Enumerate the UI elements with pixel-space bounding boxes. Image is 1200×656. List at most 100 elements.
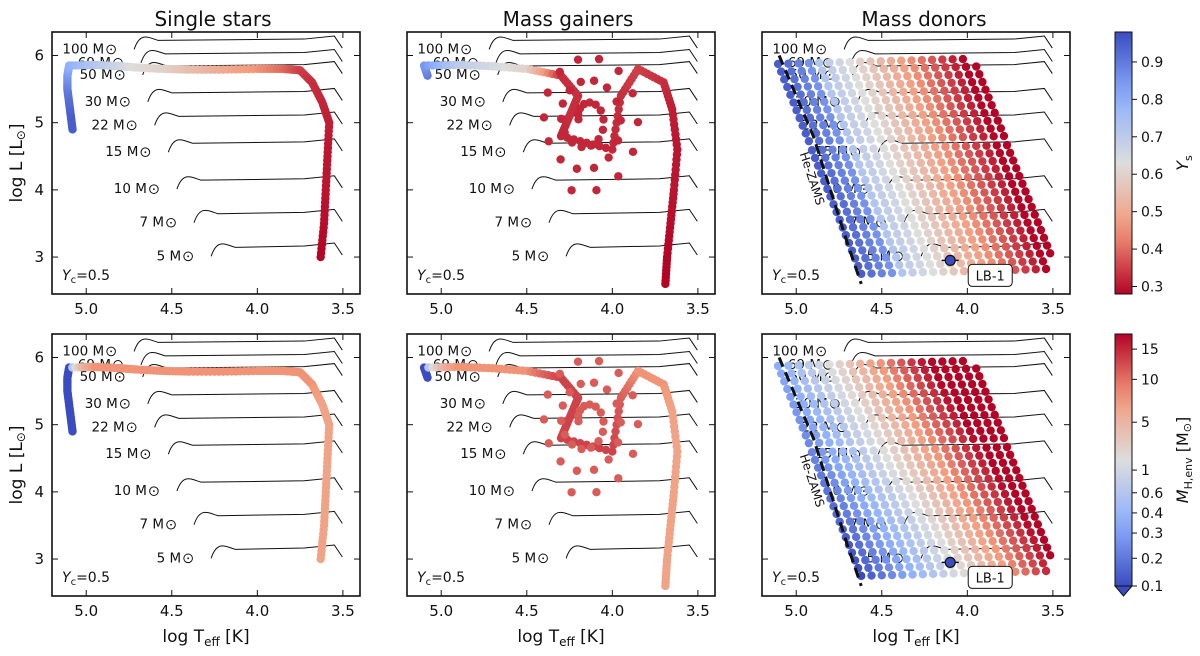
data-point bbox=[993, 116, 1002, 125]
data-point bbox=[873, 429, 882, 438]
data-point bbox=[972, 443, 981, 453]
data-point bbox=[969, 109, 979, 118]
evolutionary-track bbox=[176, 175, 343, 190]
data-point bbox=[856, 135, 865, 145]
data-point bbox=[985, 149, 994, 158]
data-point bbox=[958, 514, 968, 523]
data-point bbox=[556, 155, 565, 164]
sun-symbol-dot bbox=[478, 402, 481, 405]
data-point bbox=[799, 98, 808, 107]
track-mass-label: 50 M bbox=[435, 67, 468, 83]
data-point bbox=[867, 269, 876, 278]
data-point bbox=[937, 158, 946, 167]
data-point bbox=[966, 101, 976, 110]
data-point bbox=[807, 368, 817, 378]
data-point bbox=[913, 373, 922, 383]
colorbar-tick-label: 0.3 bbox=[1141, 280, 1163, 296]
data-point bbox=[953, 94, 962, 103]
evolutionary-track bbox=[502, 389, 698, 404]
data-point bbox=[1013, 520, 1022, 530]
data-point bbox=[972, 141, 981, 151]
data-point bbox=[916, 79, 925, 88]
column-title-mass-donors: Mass donors bbox=[861, 7, 986, 31]
data-point bbox=[850, 176, 860, 185]
track-mass-label: 100 M bbox=[62, 343, 104, 359]
data-point bbox=[919, 244, 929, 253]
data-point bbox=[784, 361, 793, 370]
data-point bbox=[839, 120, 848, 129]
data-point bbox=[897, 134, 906, 143]
y-tick-label: 5 bbox=[34, 416, 44, 434]
data-point bbox=[985, 227, 994, 236]
data-point bbox=[787, 67, 796, 76]
data-point bbox=[892, 151, 902, 161]
data-point bbox=[824, 463, 833, 472]
data-point bbox=[905, 103, 914, 112]
data-point bbox=[1035, 551, 1045, 560]
data-point bbox=[886, 214, 896, 223]
data-point bbox=[841, 73, 851, 82]
data-point bbox=[1015, 171, 1024, 181]
data-point bbox=[899, 245, 908, 254]
sun-symbol-dot bbox=[465, 350, 468, 353]
data-point bbox=[917, 515, 927, 524]
data-point bbox=[964, 529, 974, 539]
data-point bbox=[956, 483, 966, 492]
data-point bbox=[935, 507, 944, 516]
data-point bbox=[945, 506, 954, 516]
data-point bbox=[854, 462, 864, 471]
sun-symbol-dot bbox=[118, 74, 121, 76]
data-point bbox=[980, 108, 989, 118]
data-point bbox=[936, 102, 945, 111]
data-point bbox=[854, 383, 864, 392]
evolutionary-track bbox=[488, 337, 698, 352]
data-point bbox=[909, 468, 918, 478]
x-tick-label: 5.0 bbox=[429, 300, 453, 318]
x-tick-label: 4.5 bbox=[515, 300, 539, 318]
data-point bbox=[611, 125, 620, 134]
data-point bbox=[858, 88, 867, 98]
data-point bbox=[1025, 551, 1034, 561]
data-point bbox=[995, 450, 1005, 460]
data-point bbox=[934, 150, 943, 159]
data-point bbox=[941, 444, 950, 453]
data-point bbox=[1035, 249, 1045, 258]
data-point bbox=[865, 160, 874, 169]
data-point bbox=[1015, 473, 1024, 483]
data-point bbox=[827, 168, 836, 178]
data-point bbox=[977, 180, 986, 190]
data-point bbox=[905, 405, 914, 414]
data-point bbox=[954, 451, 963, 461]
track-mass-label: 100 M bbox=[417, 41, 459, 57]
data-point bbox=[793, 82, 802, 92]
data-point bbox=[978, 537, 987, 546]
data-point bbox=[874, 261, 883, 270]
yc-panel-label: Yc=0.5 bbox=[62, 268, 110, 286]
data-point bbox=[981, 544, 990, 554]
data-point bbox=[931, 499, 941, 508]
data-point bbox=[868, 469, 877, 479]
data-point bbox=[881, 477, 891, 486]
panel-r1-c0: 100 M69 M50 M30 M22 M15 M10 M7 M5 M5.04.… bbox=[7, 333, 361, 649]
data-point bbox=[589, 465, 599, 475]
data-point bbox=[795, 415, 804, 425]
data-point bbox=[918, 412, 928, 421]
track-mass-label: 22 M bbox=[92, 419, 125, 435]
data-point bbox=[838, 65, 847, 75]
data-point bbox=[856, 437, 865, 447]
data-point bbox=[801, 129, 811, 138]
data-point bbox=[939, 267, 948, 276]
data-point bbox=[828, 66, 837, 75]
panel-r0-c2: 100 M69 M50 M30 M22 M15 M10 M7 M5 MHe-ZA… bbox=[761, 31, 1071, 318]
colorbar-tick-label: 0.4 bbox=[1141, 506, 1163, 522]
data-point bbox=[589, 163, 599, 173]
data-point bbox=[963, 93, 973, 103]
data-point bbox=[921, 197, 931, 207]
data-point bbox=[939, 491, 948, 500]
data-point bbox=[810, 153, 820, 163]
data-point bbox=[885, 80, 895, 89]
data-point bbox=[891, 253, 901, 262]
data-point bbox=[804, 58, 814, 68]
data-point bbox=[923, 452, 933, 462]
